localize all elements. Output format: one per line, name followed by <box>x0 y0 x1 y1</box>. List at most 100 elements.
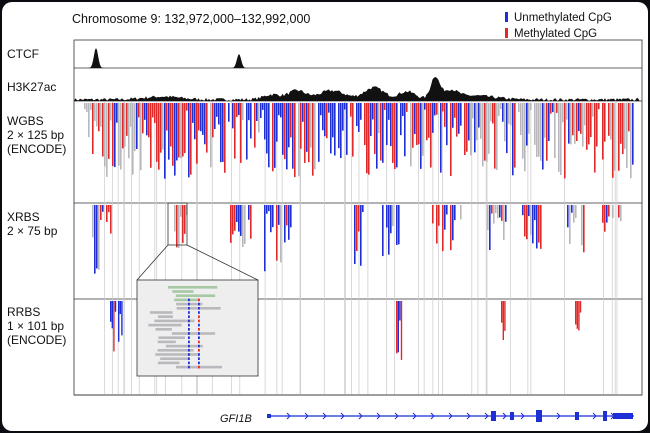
wgbs-read <box>490 103 492 122</box>
xrbs-read <box>526 205 528 240</box>
xrbs-read <box>184 205 186 234</box>
wgbs-read <box>338 103 340 149</box>
wgbs-read <box>302 103 304 122</box>
rrbs-read <box>504 301 506 331</box>
inset-cpg-mark <box>198 319 200 323</box>
wgbs-read <box>180 103 182 159</box>
wgbs-read <box>284 103 286 160</box>
gene-strand-arrow <box>430 412 435 420</box>
wgbs-read <box>216 103 218 117</box>
xrbs-read <box>530 205 532 235</box>
inset-cpg-mark <box>198 357 200 360</box>
wgbs-read <box>596 103 598 147</box>
wgbs-read <box>120 103 122 170</box>
wgbs-read <box>114 103 116 168</box>
xrbs-read <box>236 205 238 223</box>
xrbs-read <box>288 205 290 240</box>
inset-cpg-mark <box>188 365 190 369</box>
xrbs-read <box>174 205 176 232</box>
wgbs-read <box>612 103 614 178</box>
inset-cpg-mark <box>188 340 190 344</box>
wgbs-read <box>334 103 336 156</box>
wgbs-read <box>594 103 596 173</box>
rrbs-read <box>110 301 112 322</box>
xrbs-read <box>238 205 240 232</box>
xrbs-read <box>382 205 384 257</box>
gene-exon <box>491 411 496 421</box>
xrbs-read <box>446 205 448 215</box>
xrbs-read <box>178 205 180 248</box>
wgbs-read <box>152 103 154 118</box>
track-label-rrbs-reads: 1 × 101 bp <box>7 319 65 333</box>
wgbs-read <box>456 103 458 137</box>
inset-cpg-mark <box>198 365 200 369</box>
wgbs-read <box>426 103 428 141</box>
wgbs-read <box>294 103 296 178</box>
wgbs-read <box>116 103 118 123</box>
wgbs-read <box>626 103 628 168</box>
wgbs-read <box>124 103 126 147</box>
wgbs-read <box>568 103 570 144</box>
ctcf-signal <box>74 48 642 68</box>
xrbs-read <box>575 205 577 218</box>
xrbs-read <box>452 205 454 241</box>
xrbs-read <box>438 205 440 226</box>
wgbs-read <box>110 103 112 121</box>
zoom-connector-line <box>186 244 259 281</box>
inset-cpg-mark <box>198 361 200 365</box>
xrbs-read <box>94 205 96 274</box>
wgbs-read <box>258 103 260 133</box>
wgbs-read <box>280 103 282 118</box>
wgbs-read <box>276 103 278 142</box>
gene-exon <box>267 414 271 418</box>
inset-read <box>155 353 200 356</box>
wgbs-read <box>236 103 238 118</box>
wgbs-read <box>266 103 268 154</box>
wgbs-read <box>632 103 634 165</box>
xrbs-read <box>290 205 292 228</box>
rrbs-read <box>114 301 117 312</box>
xrbs-read <box>608 205 610 217</box>
wgbs-read <box>630 103 632 179</box>
inset-cpg-mark <box>188 332 190 335</box>
wgbs-read <box>396 103 398 168</box>
wgbs-read <box>202 103 204 135</box>
wgbs-read <box>436 103 438 115</box>
wgbs-read <box>264 103 266 140</box>
rrbs-read <box>118 301 120 342</box>
wgbs-read <box>514 103 516 168</box>
wgbs-read <box>150 103 152 168</box>
wgbs-read <box>178 103 180 158</box>
xrbs-read <box>396 205 398 245</box>
wgbs-read <box>174 103 176 176</box>
xrbs-read <box>388 205 390 255</box>
inset-cpg-mark <box>198 307 200 310</box>
xrbs-read <box>491 205 493 214</box>
gene-exon <box>575 412 579 420</box>
inset-cpg-mark <box>198 340 200 344</box>
gene-strand-arrow <box>358 412 363 420</box>
gene-exon <box>613 413 633 419</box>
wgbs-read <box>324 103 326 137</box>
wgbs-read <box>278 103 280 116</box>
wgbs-read <box>228 103 230 122</box>
wgbs-read <box>274 103 276 168</box>
wgbs-read <box>530 103 532 110</box>
wgbs-read <box>440 103 442 173</box>
wgbs-read <box>118 103 120 166</box>
wgbs-read <box>328 103 330 113</box>
wgbs-read <box>238 103 240 116</box>
wgbs-read <box>310 103 312 148</box>
xrbs-read <box>390 205 392 234</box>
wgbs-read <box>98 103 100 132</box>
wgbs-read <box>558 103 560 172</box>
xrbs-read <box>522 205 524 216</box>
xrbs-read <box>100 205 102 220</box>
legend-unmethylated: Unmethylated CpG <box>505 12 612 24</box>
wgbs-read <box>576 103 578 141</box>
inset-cpg-mark <box>198 298 200 302</box>
rrbs-read <box>576 301 578 329</box>
wgbs-read <box>162 103 164 150</box>
wgbs-read <box>454 103 456 118</box>
